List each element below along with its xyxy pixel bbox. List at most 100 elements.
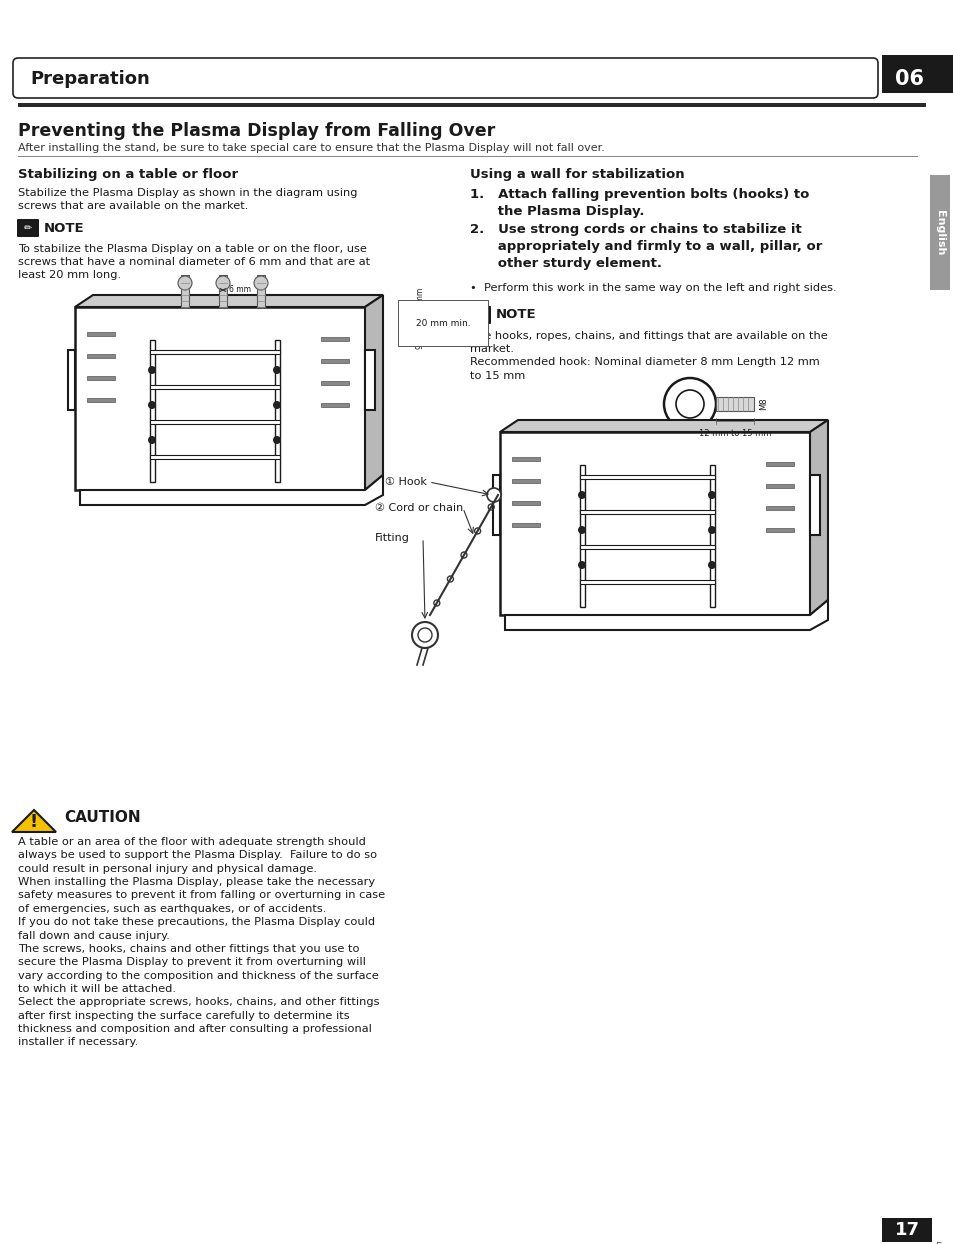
Polygon shape: [809, 475, 820, 535]
Text: !: !: [30, 814, 38, 831]
Polygon shape: [68, 350, 75, 411]
Bar: [512, 457, 539, 462]
Bar: [882, 1218, 931, 1242]
Polygon shape: [499, 432, 809, 615]
Text: ① Hook: ① Hook: [385, 476, 426, 486]
Text: Stabilize the Plasma Display as shown in the diagram using
screws that are avail: Stabilize the Plasma Display as shown in…: [18, 188, 357, 211]
Bar: [929, 175, 949, 290]
Bar: [579, 465, 584, 607]
Text: 6 mm: 6 mm: [229, 286, 251, 295]
Bar: [579, 475, 714, 479]
Circle shape: [707, 526, 716, 534]
Polygon shape: [12, 810, 56, 832]
Bar: [274, 340, 280, 481]
Bar: [150, 420, 280, 424]
Bar: [320, 337, 349, 341]
Bar: [256, 275, 265, 307]
Bar: [579, 510, 714, 514]
Bar: [320, 381, 349, 384]
Polygon shape: [504, 600, 827, 629]
Bar: [18, 103, 925, 107]
Text: Use hooks, ropes, chains, and fittings that are available on the
market.
Recomme: Use hooks, ropes, chains, and fittings t…: [470, 331, 827, 381]
Text: NOTE: NOTE: [496, 309, 536, 321]
Polygon shape: [365, 350, 375, 411]
FancyBboxPatch shape: [13, 58, 877, 98]
Bar: [579, 580, 714, 583]
Text: Preparation: Preparation: [30, 70, 150, 88]
Text: ② Cord or chain: ② Cord or chain: [375, 503, 463, 513]
Bar: [765, 462, 793, 466]
Circle shape: [273, 435, 281, 444]
Text: Stabilizing on a table or floor: Stabilizing on a table or floor: [18, 168, 238, 180]
Bar: [150, 455, 280, 459]
Text: Using a wall for stabilization: Using a wall for stabilization: [470, 168, 684, 180]
Bar: [87, 332, 115, 336]
Circle shape: [178, 276, 192, 290]
Circle shape: [417, 628, 432, 642]
Text: English: English: [934, 210, 944, 255]
Bar: [512, 522, 539, 527]
Text: 1.   Attach falling prevention bolts (hooks) to
      the Plasma Display.: 1. Attach falling prevention bolts (hook…: [470, 188, 808, 218]
Text: After installing the stand, be sure to take special care to ensure that the Plas: After installing the stand, be sure to t…: [18, 143, 604, 153]
FancyBboxPatch shape: [469, 306, 491, 323]
Bar: [87, 355, 115, 358]
Circle shape: [578, 561, 585, 569]
Text: ✏: ✏: [476, 310, 483, 320]
Text: 20 mm min.: 20 mm min.: [416, 318, 470, 327]
Text: •  Perform this work in the same way on the left and right sides.: • Perform this work in the same way on t…: [470, 282, 836, 294]
Bar: [320, 360, 349, 363]
Circle shape: [578, 526, 585, 534]
Circle shape: [148, 366, 156, 374]
Polygon shape: [75, 295, 382, 307]
Text: 17: 17: [894, 1222, 919, 1239]
Circle shape: [663, 378, 716, 430]
Bar: [87, 398, 115, 402]
Text: M8: M8: [759, 398, 767, 411]
Bar: [579, 545, 714, 549]
Bar: [765, 484, 793, 488]
Text: ✏: ✏: [24, 223, 32, 233]
Bar: [716, 397, 753, 411]
Text: Preventing the Plasma Display from Falling Over: Preventing the Plasma Display from Falli…: [18, 122, 495, 141]
Polygon shape: [499, 420, 827, 432]
Bar: [882, 55, 953, 93]
Circle shape: [676, 391, 703, 418]
FancyBboxPatch shape: [17, 219, 39, 238]
Bar: [87, 376, 115, 379]
Bar: [765, 506, 793, 510]
Bar: [150, 384, 280, 389]
Polygon shape: [75, 307, 365, 490]
Bar: [181, 275, 189, 307]
Bar: [320, 403, 349, 407]
Circle shape: [148, 401, 156, 409]
Polygon shape: [809, 420, 827, 615]
Text: A table or an area of the floor with adequate strength should
always be used to : A table or an area of the floor with ade…: [18, 837, 385, 1047]
Text: 12 mm to 15 mm: 12 mm to 15 mm: [699, 428, 770, 438]
Polygon shape: [365, 295, 382, 490]
Circle shape: [578, 491, 585, 499]
Text: NOTE: NOTE: [44, 221, 85, 235]
Text: 2.   Use strong cords or chains to stabilize it
      appropriately and firmly t: 2. Use strong cords or chains to stabili…: [470, 223, 821, 270]
Circle shape: [707, 491, 716, 499]
Text: En: En: [935, 1242, 947, 1244]
Bar: [150, 340, 154, 481]
Circle shape: [707, 561, 716, 569]
Polygon shape: [493, 475, 499, 535]
Text: 06: 06: [895, 68, 923, 90]
Polygon shape: [80, 475, 382, 505]
Circle shape: [412, 622, 437, 648]
Circle shape: [215, 276, 230, 290]
Bar: [709, 465, 714, 607]
Circle shape: [273, 401, 281, 409]
Bar: [219, 275, 227, 307]
Text: 9 mm to 15 mm: 9 mm to 15 mm: [416, 287, 424, 350]
Text: CAUTION: CAUTION: [64, 811, 140, 826]
Circle shape: [253, 276, 268, 290]
Circle shape: [148, 435, 156, 444]
Circle shape: [273, 366, 281, 374]
Circle shape: [486, 488, 500, 503]
Text: Fitting: Fitting: [375, 532, 410, 542]
Bar: [765, 527, 793, 532]
Bar: [512, 501, 539, 505]
Text: To stabilize the Plasma Display on a table or on the floor, use
screws that have: To stabilize the Plasma Display on a tab…: [18, 244, 370, 280]
